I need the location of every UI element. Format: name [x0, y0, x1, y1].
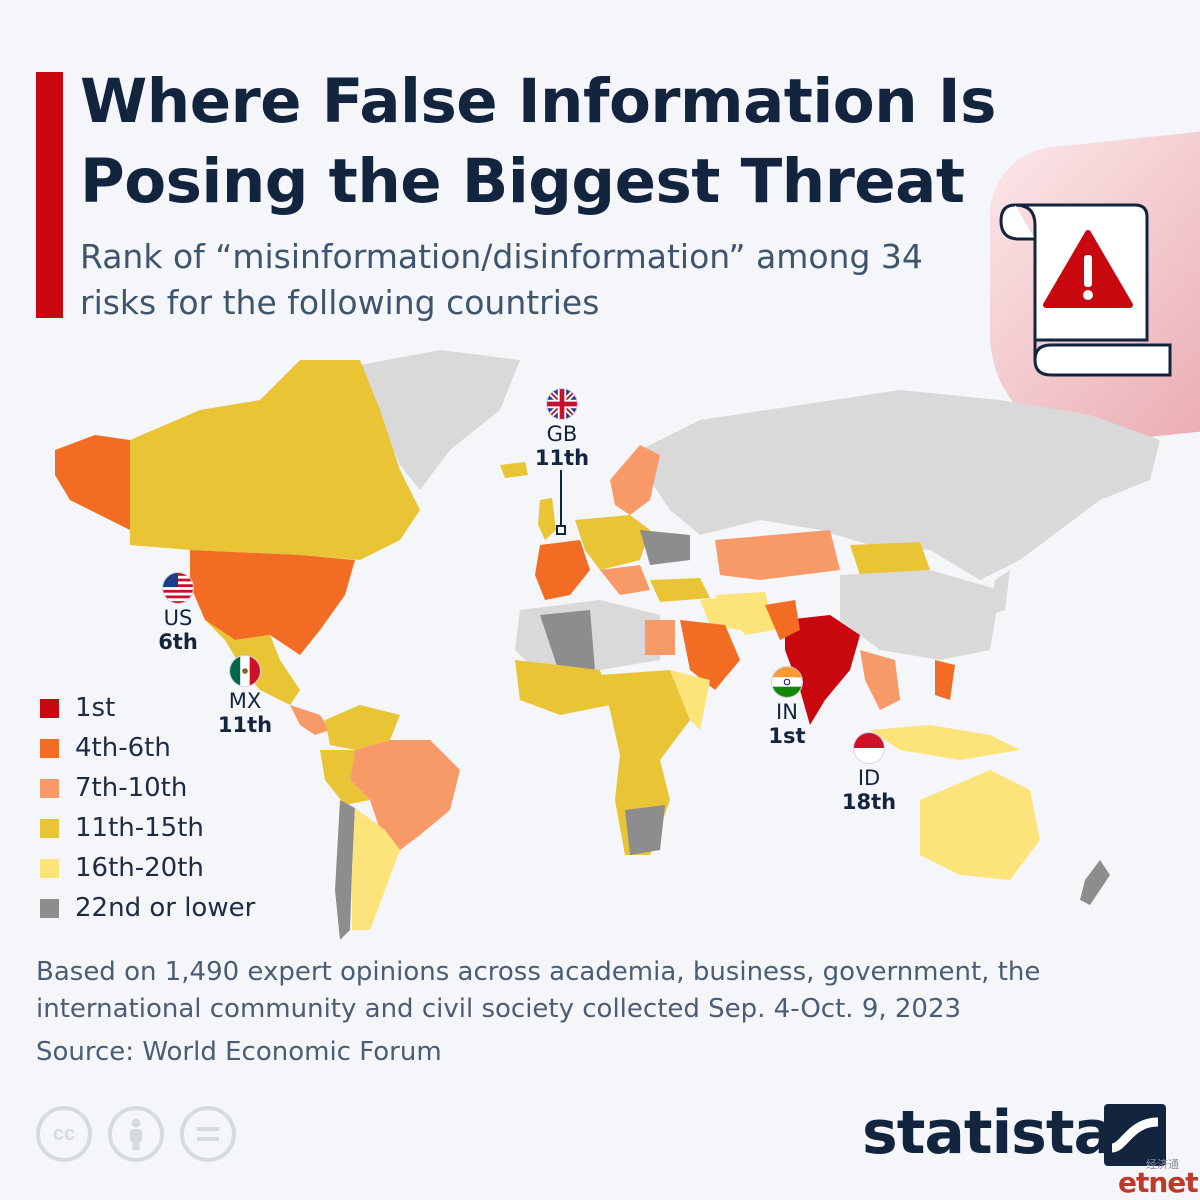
callout-us-rank: 6th — [158, 630, 198, 654]
region-colombia-venezuela — [325, 705, 400, 750]
region-central-europe — [575, 515, 650, 570]
region-argentina — [352, 808, 400, 930]
legend-swatch — [40, 858, 59, 878]
region-iceland — [500, 462, 528, 478]
region-france-spain — [535, 540, 590, 600]
callout-in-code: IN — [776, 700, 798, 724]
region-australia — [920, 770, 1040, 880]
region-japan — [990, 570, 1010, 615]
region-east-africa — [670, 670, 710, 730]
world-map — [55, 350, 1160, 940]
region-central-africa — [600, 670, 690, 760]
region-west-africa — [515, 660, 610, 715]
page-subtitle: Rank of “misinformation/disinformation” … — [80, 237, 923, 322]
legend-item-16-20: 16th-20th — [40, 848, 255, 888]
uk-flag-icon — [546, 388, 578, 420]
cc-icon[interactable]: cc — [36, 1106, 92, 1162]
region-new-zealand — [1080, 860, 1110, 905]
region-central-america — [290, 705, 330, 735]
region-balkans — [600, 565, 650, 595]
region-algeria — [540, 610, 595, 675]
callout-gb-rank: 11th — [534, 446, 590, 470]
region-egypt — [645, 620, 675, 655]
legend-item-4-6: 4th-6th — [40, 728, 255, 768]
legend-item-11-15: 11th-15th — [40, 808, 255, 848]
region-se-asia — [860, 650, 900, 710]
region-iran — [715, 592, 775, 635]
callout-in-rank: 1st — [768, 724, 806, 748]
callout-gb: GB 11th — [522, 388, 602, 470]
statista-wordmark[interactable]: statista — [862, 1098, 1114, 1168]
callout-us: US 6th — [138, 572, 218, 654]
legend-swatch — [40, 818, 59, 838]
region-india — [785, 615, 860, 725]
mexico-flag-icon — [229, 655, 261, 687]
callout-mx-rank: 11th — [217, 713, 273, 737]
region-china — [840, 570, 1000, 660]
region-scandinavia — [610, 445, 660, 515]
region-kazakhstan — [715, 530, 840, 580]
map-legend: 1st 4th-6th 7th-10th 11th-15th 16th-20th… — [40, 688, 255, 928]
region-peru — [320, 750, 370, 805]
region-brazil — [350, 740, 460, 850]
legend-swatch — [40, 738, 59, 758]
source-note: Source: World Economic Forum — [36, 1037, 442, 1067]
legend-item-22-lower: 22nd or lower — [40, 888, 255, 928]
us-flag-icon — [162, 572, 194, 604]
methodology-note: Based on 1,490 expert opinions across ac… — [36, 957, 1041, 1024]
region-indonesia — [870, 725, 1020, 760]
callout-mx: MX 11th — [205, 655, 285, 737]
callout-us-code: US — [163, 606, 193, 630]
legend-swatch — [40, 698, 59, 718]
region-chile — [335, 800, 355, 940]
statista-logo-icon[interactable] — [1104, 1104, 1166, 1166]
region-russia — [640, 390, 1160, 580]
callout-in: IN 1st — [747, 666, 827, 748]
legend-item-7-10: 7th-10th — [40, 768, 255, 808]
legend-label: 7th-10th — [75, 773, 188, 803]
region-pakistan — [765, 600, 800, 640]
legend-item-1st: 1st — [40, 688, 255, 728]
region-greenland — [360, 350, 520, 490]
attribution-icon[interactable] — [108, 1106, 164, 1162]
callout-gb-code: GB — [546, 422, 578, 446]
region-gb — [538, 498, 556, 540]
legend-swatch — [40, 898, 59, 918]
legend-label: 4th-6th — [75, 733, 171, 763]
watermark-chinese: 经济通 — [1146, 1158, 1179, 1171]
region-turkey — [650, 578, 710, 602]
legend-label: 22nd or lower — [75, 893, 256, 923]
page-title: Where False Information Is Posing the Bi… — [80, 66, 996, 217]
callout-id-rank: 18th — [841, 790, 897, 814]
no-derivatives-icon[interactable] — [180, 1106, 236, 1162]
legend-swatch — [40, 778, 59, 798]
legend-label: 1st — [75, 693, 116, 723]
callout-mx-code: MX — [228, 689, 262, 713]
region-saudi — [680, 620, 740, 690]
region-philippines — [935, 660, 955, 700]
region-south-africa — [625, 805, 665, 855]
accent-bar — [36, 72, 63, 318]
legend-label: 16th-20th — [75, 853, 204, 883]
region-alaska — [55, 435, 130, 530]
callout-id: ID 18th — [829, 732, 909, 814]
watermark-etnet: etnet — [1118, 1166, 1199, 1199]
warning-scroll-icon — [999, 203, 1172, 377]
region-canada — [130, 360, 420, 560]
indonesia-flag-icon — [853, 732, 885, 764]
region-mongolia — [850, 542, 930, 575]
legend-label: 11th-15th — [75, 813, 204, 843]
india-flag-icon — [771, 666, 803, 698]
region-ukraine — [640, 530, 690, 565]
callout-id-code: ID — [857, 766, 881, 790]
region-usa — [190, 550, 355, 655]
